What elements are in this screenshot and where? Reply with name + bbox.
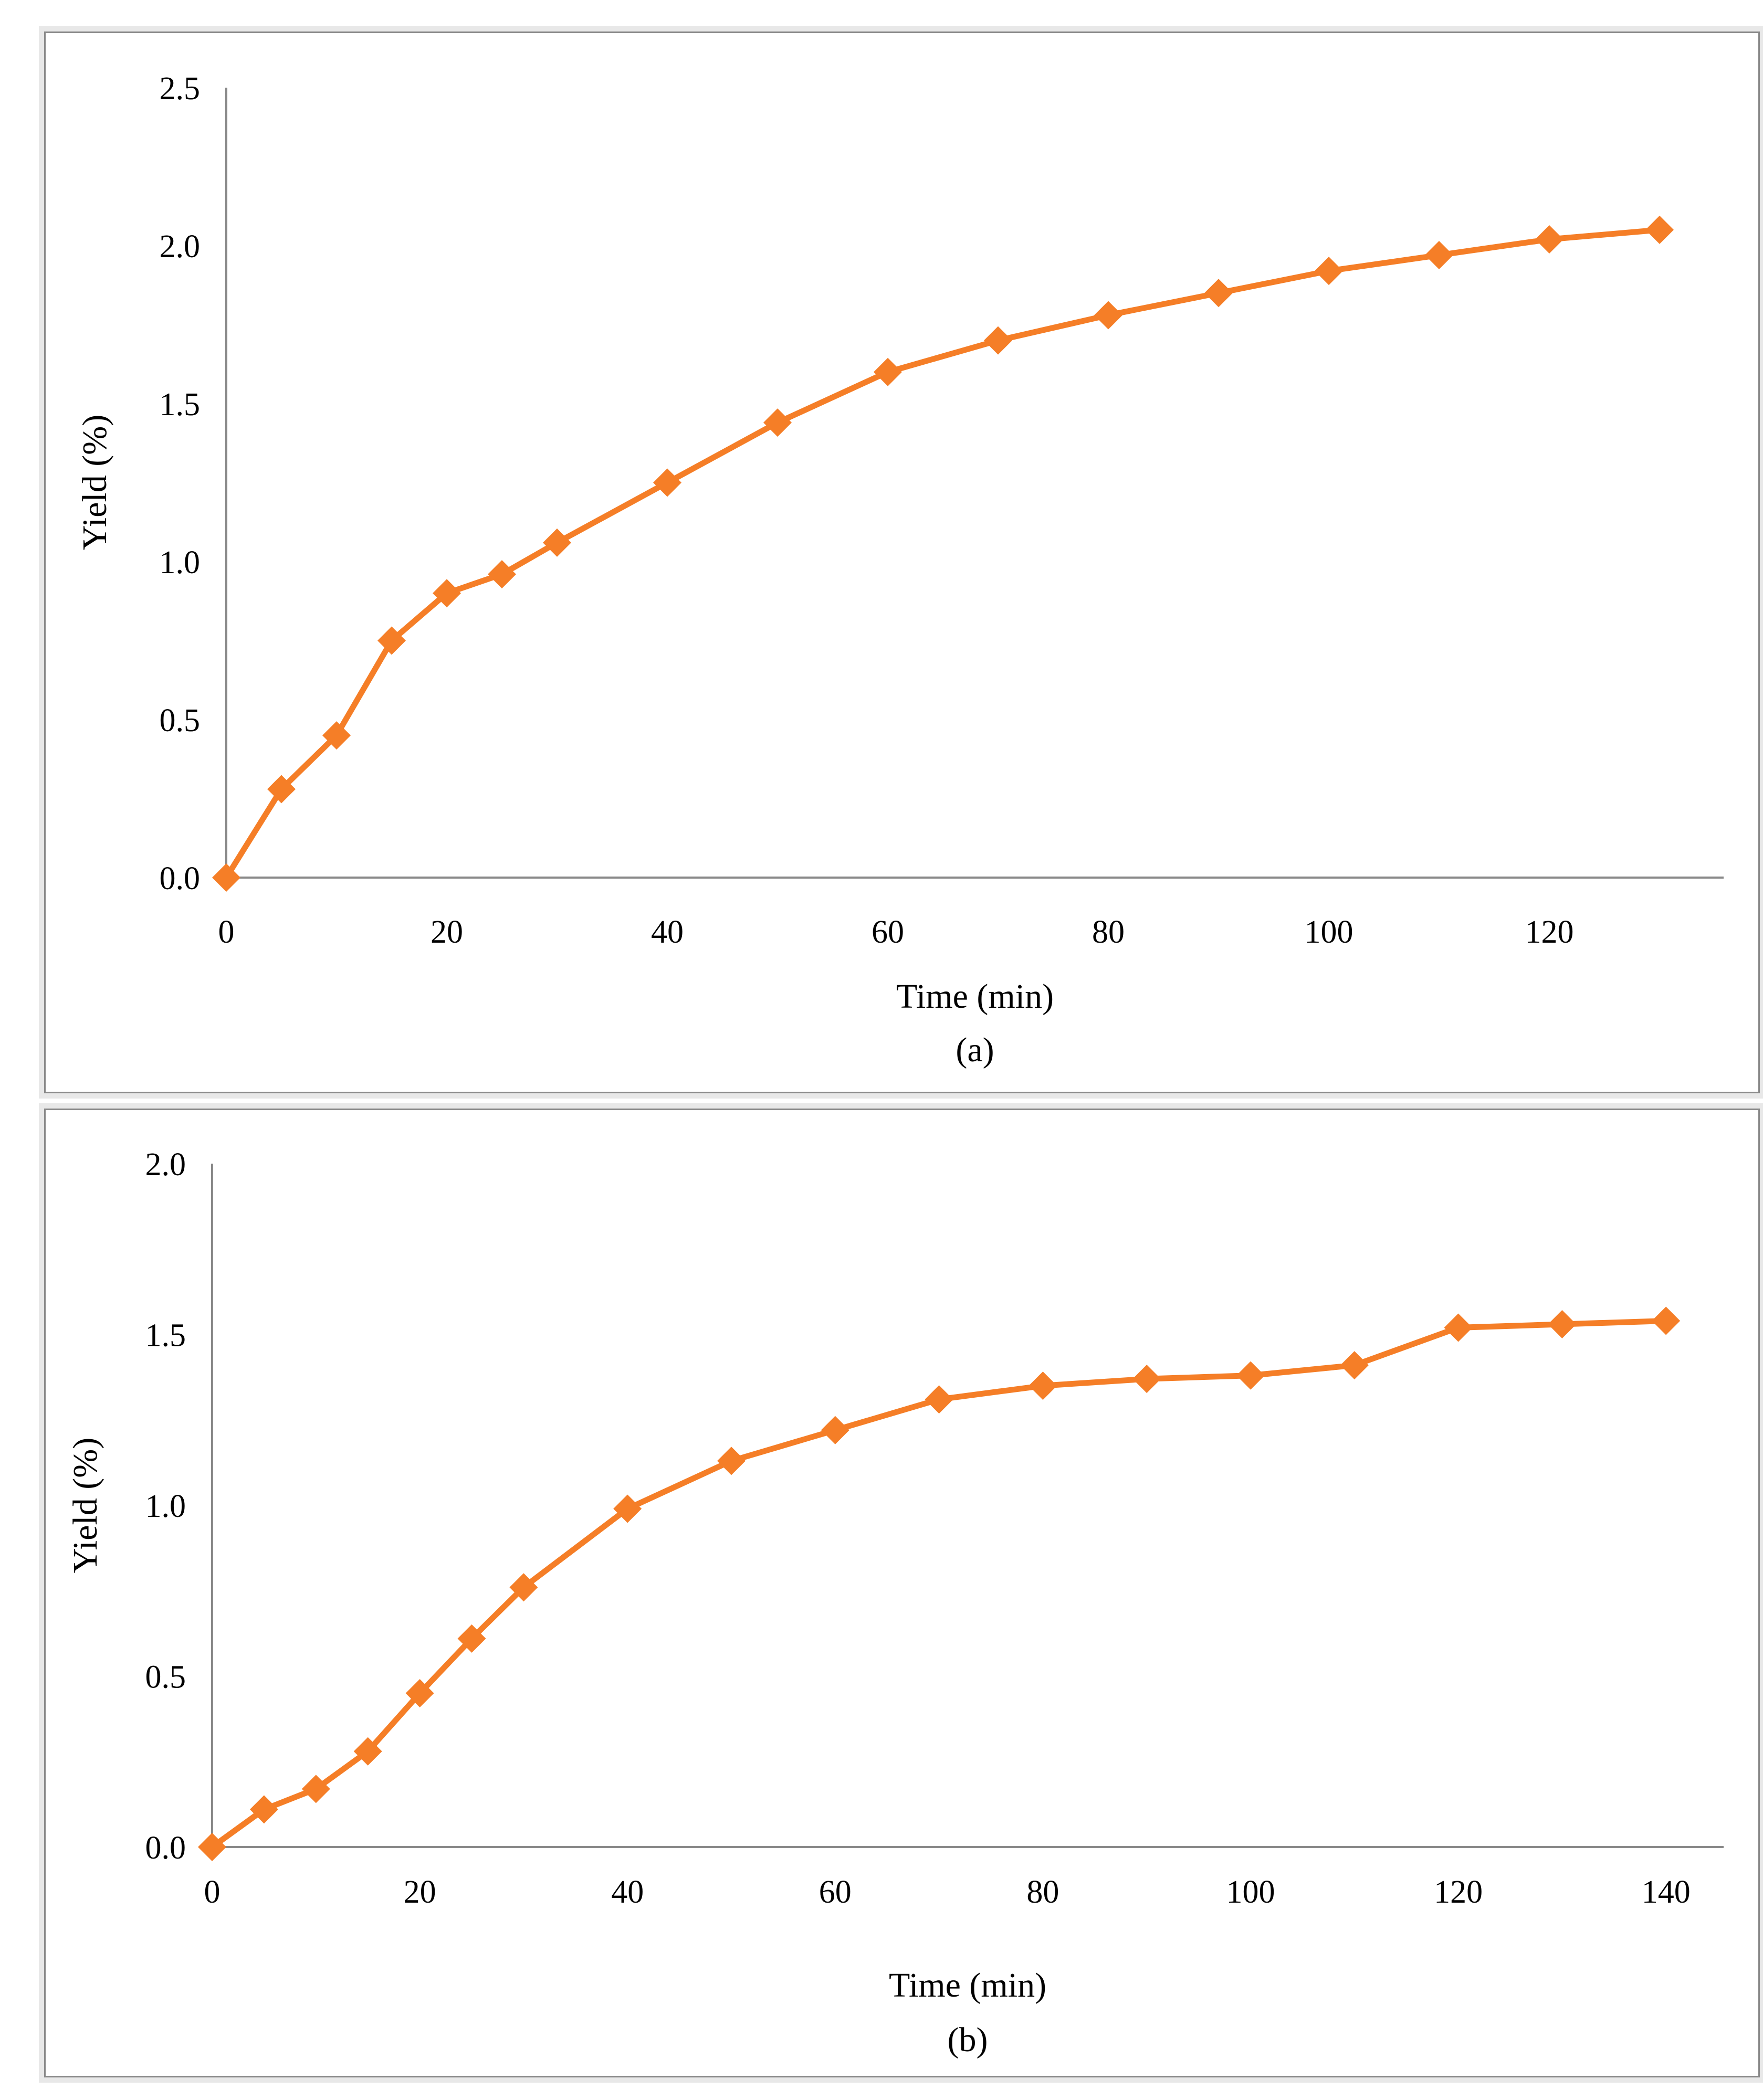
y-tick-label: 0.5 bbox=[160, 703, 201, 738]
panel-caption-b: (b) bbox=[947, 2021, 988, 2059]
panel-caption-a: (a) bbox=[956, 1031, 994, 1069]
data-point-marker bbox=[984, 326, 1012, 355]
data-point-marker bbox=[488, 560, 516, 589]
data-point-marker bbox=[1548, 1310, 1577, 1338]
y-tick-label: 0.0 bbox=[145, 1830, 186, 1866]
y-tick-label: 1.5 bbox=[145, 1318, 186, 1354]
x-tick-label: 0 bbox=[218, 914, 235, 950]
yield-series-line bbox=[209, 1317, 1669, 1850]
data-point-marker bbox=[874, 357, 902, 386]
y-axis-title-a: Yield (%) bbox=[76, 414, 114, 551]
data-point-marker bbox=[249, 1795, 278, 1824]
data-point-marker bbox=[1652, 1306, 1681, 1335]
y-tick-label: 2.0 bbox=[160, 229, 201, 265]
data-point-marker bbox=[405, 1679, 434, 1708]
y-tick-label: 1.0 bbox=[145, 1489, 186, 1524]
data-point-marker bbox=[925, 1385, 953, 1414]
chart-panel-b: 0 20 40 60 80 100 120 140 0.0 0.5 1.0 1.5 2.0 Yield … bbox=[44, 1109, 1760, 2077]
data-point-marker bbox=[763, 408, 792, 437]
x-tick-label: 20 bbox=[431, 914, 463, 950]
chart-a-canvas: 0 20 40 60 80 100 120 0.0 0.5 1.0 1.5 2.0 2.5 bbox=[160, 71, 1724, 950]
chart-panel-a: 0 20 40 60 80 100 120 0.0 0.5 1.0 1.5 2.0 2.5 Yield … bbox=[44, 31, 1760, 1093]
data-point-marker bbox=[543, 528, 571, 557]
x-tick-label: 100 bbox=[1305, 914, 1353, 950]
y-tick-label: 2.5 bbox=[160, 71, 201, 107]
data-point-marker bbox=[1340, 1351, 1369, 1380]
data-point-marker bbox=[433, 579, 461, 608]
x-tick-label: 80 bbox=[1026, 1874, 1059, 1910]
y-tick-label: 1.0 bbox=[160, 545, 201, 581]
x-tick-label: 120 bbox=[1525, 914, 1574, 950]
x-tick-label: 80 bbox=[1092, 914, 1125, 950]
chart-b-canvas: 0 20 40 60 80 100 120 140 0.0 0.5 1.0 1.5 2.0 bbox=[145, 1147, 1724, 1910]
data-point-marker bbox=[212, 863, 240, 892]
x-tick-label: 40 bbox=[611, 1874, 644, 1910]
x-tick-label: 140 bbox=[1642, 1874, 1691, 1910]
yield-series-line bbox=[223, 227, 1663, 881]
data-point-marker bbox=[1204, 279, 1233, 308]
data-point-marker bbox=[1315, 257, 1343, 286]
x-axis-title-a: Time (min) bbox=[896, 977, 1054, 1016]
data-point-marker bbox=[1029, 1371, 1057, 1400]
data-point-marker bbox=[717, 1447, 746, 1475]
data-point-marker bbox=[457, 1624, 486, 1653]
x-tick-label: 100 bbox=[1226, 1874, 1275, 1910]
y-tick-label: 1.5 bbox=[160, 387, 201, 423]
x-tick-label: 120 bbox=[1434, 1874, 1483, 1910]
data-point-marker bbox=[377, 626, 406, 655]
y-tick-label: 0.0 bbox=[160, 861, 201, 896]
data-point-marker bbox=[198, 1833, 226, 1861]
data-point-marker bbox=[1535, 225, 1563, 254]
data-point-marker bbox=[267, 775, 296, 804]
y-axis-title-b: Yield (%) bbox=[66, 1437, 104, 1574]
x-tick-label: 60 bbox=[819, 1874, 852, 1910]
y-tick-label: 2.0 bbox=[145, 1147, 186, 1183]
data-point-marker bbox=[613, 1494, 642, 1523]
data-point-marker bbox=[821, 1416, 849, 1444]
data-point-marker bbox=[301, 1775, 330, 1803]
x-tick-label: 40 bbox=[651, 914, 684, 950]
data-point-marker bbox=[509, 1573, 538, 1602]
y-tick-label: 0.5 bbox=[145, 1660, 186, 1695]
x-axis-title-b: Time (min) bbox=[888, 1966, 1047, 2004]
data-point-marker bbox=[353, 1737, 382, 1766]
x-tick-label: 20 bbox=[404, 1874, 436, 1910]
x-tick-label: 0 bbox=[204, 1874, 221, 1910]
data-point-marker bbox=[653, 468, 681, 497]
x-tick-label: 60 bbox=[872, 914, 904, 950]
data-point-marker bbox=[1094, 301, 1122, 330]
data-point-marker bbox=[1425, 241, 1453, 270]
data-point-marker bbox=[1645, 215, 1674, 244]
data-point-marker bbox=[1236, 1361, 1265, 1390]
data-point-marker bbox=[1132, 1365, 1161, 1394]
data-point-marker bbox=[1444, 1313, 1473, 1342]
data-point-marker bbox=[322, 721, 351, 750]
